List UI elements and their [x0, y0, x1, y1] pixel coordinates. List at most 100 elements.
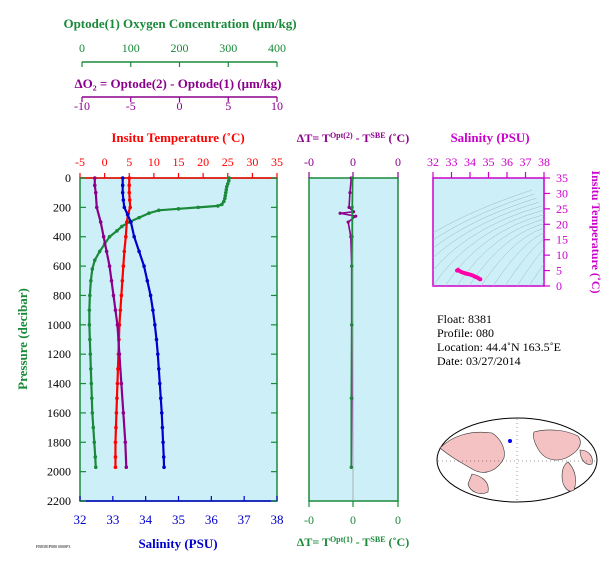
oxygen-point [220, 202, 224, 207]
ts-temperature-tick-label: 15 [556, 233, 568, 247]
salinity-point [157, 381, 162, 386]
temperature-axis-tick-label: 20 [197, 155, 209, 169]
temperature-point [127, 183, 132, 188]
oxygen-point [89, 381, 94, 386]
salinity-axis-tick-label: 35 [172, 512, 185, 527]
pressure-axis-title: Pressure (decibar) [15, 288, 30, 390]
delta-o2-point [119, 381, 124, 386]
delta-o2-point [101, 234, 106, 239]
pressure-tick-label: 1000 [47, 318, 71, 332]
salinity-point [154, 337, 159, 342]
oxygen-axis: 0 100 200 300 400 [79, 41, 286, 67]
salinity-point [161, 440, 165, 445]
oxygen-point [224, 187, 229, 192]
dt-top-tick-label: 0 [395, 155, 401, 169]
delta-t-series [338, 176, 358, 469]
ts-salinity-tick-label: 37 [520, 155, 532, 169]
oxygen-point [90, 411, 95, 415]
ts-salinity-tick-label: 32 [427, 155, 439, 169]
oxygen-point [88, 337, 92, 342]
temperature-point [124, 220, 129, 224]
svg-text:ΔT= TOpt(1) - TSBE (˚C): ΔT= TOpt(1) - TSBE (˚C) [297, 535, 409, 549]
ts-temperature-title: Insitu Temperature (˚C) [589, 170, 603, 293]
delta-o2-axis-tick-label: -5 [126, 99, 136, 113]
ts-point [462, 271, 466, 275]
temperature-point [113, 455, 118, 459]
temperature-axis-tick-label: 25 [222, 155, 234, 169]
dt-opt1-point [349, 396, 353, 400]
delta-o2-point [107, 264, 112, 268]
delta-o2-point [98, 220, 103, 224]
ts-salinity-title: Salinity (PSU) [450, 130, 529, 145]
salinity-point [148, 293, 153, 298]
temperature-point [113, 465, 118, 470]
salinity-point [121, 198, 126, 202]
temperature-point [122, 249, 127, 254]
oxygen-point [87, 308, 92, 312]
temperature-point [120, 278, 125, 283]
pressure-tick-label: 200 [53, 200, 71, 214]
salinity-point [157, 367, 161, 371]
temperature-point [113, 440, 118, 445]
delta-t-top-title: ΔT= TOpt(2) - TSBE (˚C) [297, 131, 409, 145]
delta-o2-point [115, 323, 120, 327]
oxygen-point [176, 207, 181, 211]
pressure-tick-label: 400 [53, 230, 71, 244]
pressure-tick-label: 2000 [47, 465, 71, 479]
ts-salinity-tick-label: 34 [464, 155, 476, 169]
salinity-point [145, 278, 150, 283]
dt-opt1-point [350, 235, 354, 239]
temperature-axis-tick-label: 35 [271, 155, 283, 169]
pressure-tick-label: 2200 [47, 494, 71, 508]
delta-o2-axis-tick-label: 5 [225, 99, 231, 113]
oxygen-point [91, 425, 96, 430]
temperature-point [121, 264, 126, 268]
temperature-point [116, 367, 120, 371]
ts-density-contour [433, 205, 542, 271]
salinity-point [159, 411, 164, 415]
temperature-point [115, 381, 120, 386]
ts-density-contour [468, 223, 544, 286]
ts-density-contour [433, 201, 540, 259]
delta-o2-point [93, 190, 98, 195]
oxygen-point [227, 176, 232, 180]
profile-number: Profile: 080 [437, 326, 494, 340]
delta-o2-point [92, 176, 97, 180]
footer-code: FB8381P080 0000P3 [36, 544, 70, 549]
oxygen-point [196, 205, 200, 210]
salinity-axis-tick-label: 36 [205, 512, 219, 527]
oxygen-point [90, 396, 94, 401]
delta-t-panel [308, 177, 399, 502]
temperature-point [127, 190, 132, 195]
delta-o2-point [94, 205, 99, 210]
dt-top-tick-label: -0 [304, 155, 314, 169]
ts-temperature-tick-label: 30 [556, 186, 568, 200]
ts-density-contour [433, 193, 535, 241]
salinity-axis-title: Salinity (PSU) [138, 536, 217, 551]
dt-opt1-point [350, 205, 354, 209]
oxygen-point [89, 278, 93, 283]
delta-o2-point [124, 465, 129, 470]
delta-o2-point [121, 411, 126, 415]
delta-o2-axis-tick-label: 10 [271, 99, 283, 113]
ts-density-contour [528, 263, 544, 286]
oxygen-axis-tick-label: 200 [171, 41, 189, 55]
ts-temperature-tick-label: 35 [556, 171, 568, 185]
dt-opt1-point [350, 264, 354, 268]
salinity-axis-tick-label: 38 [271, 512, 284, 527]
salinity-point [137, 249, 141, 254]
temperature-axis-tick-label: -5 [75, 155, 85, 169]
salinity-point [153, 323, 157, 327]
salinity-axis-tick-label: 34 [139, 512, 153, 527]
pressure-tick-label: 800 [53, 288, 71, 302]
ts-temperature-tick-label: 10 [556, 248, 568, 262]
ts-series [455, 267, 483, 282]
temperature-axis: -5 0 5 10 15 20 25 30 35 [75, 155, 283, 179]
temperature-point [115, 396, 119, 401]
salinity-point [142, 264, 146, 268]
delta-o2-axis-title: ΔO₂ = Optode(2) - Optode(1) (μm/kg) [74, 76, 281, 91]
delta-o2-axis-tick-label: 0 [177, 99, 183, 113]
temperature-point [128, 205, 133, 210]
